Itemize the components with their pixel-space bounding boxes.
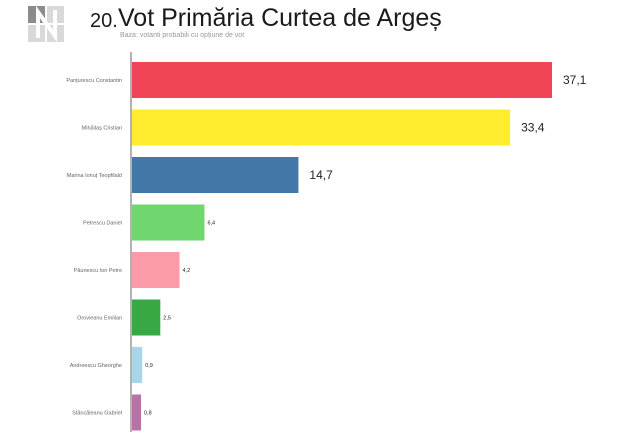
- category-label: Stăncăleanu Gabriel: [72, 411, 122, 417]
- value-label: 33,4: [521, 121, 545, 135]
- category-label: Orovieanu Emilian: [77, 316, 122, 322]
- category-label: Panțurescu Constantin: [66, 78, 122, 84]
- bar: [132, 62, 552, 98]
- bar: [132, 252, 180, 288]
- bar: [132, 394, 142, 431]
- category-label: Păunescu Ion Petre: [74, 268, 122, 274]
- category-label: Petrescu Daniel: [83, 221, 122, 227]
- value-label: 4,2: [183, 268, 191, 274]
- bar: [132, 109, 511, 146]
- value-label: 0,9: [145, 363, 153, 369]
- bar: [132, 157, 299, 193]
- value-label: 2,5: [163, 316, 171, 322]
- category-label: Marina Ionuț Teopfilald: [67, 173, 122, 179]
- question-number: 20.: [90, 10, 118, 32]
- chart-subtitle: Baza: votanti probabili cu opțiune de vo…: [120, 32, 245, 39]
- value-label: 37,1: [563, 73, 587, 87]
- brand-logo: [28, 5, 64, 43]
- value-label: 6,4: [207, 221, 215, 227]
- bar: [132, 347, 143, 383]
- category-label: Mihăilaș Cristian: [82, 126, 122, 132]
- value-label: 0,8: [144, 411, 152, 417]
- bar: [132, 299, 161, 336]
- bar: [132, 204, 205, 241]
- chart-title: Vot Primăria Curtea de Argeș: [118, 4, 442, 32]
- value-label: 14,7: [309, 168, 333, 182]
- category-label: Andreescu Gheorghe: [70, 363, 122, 369]
